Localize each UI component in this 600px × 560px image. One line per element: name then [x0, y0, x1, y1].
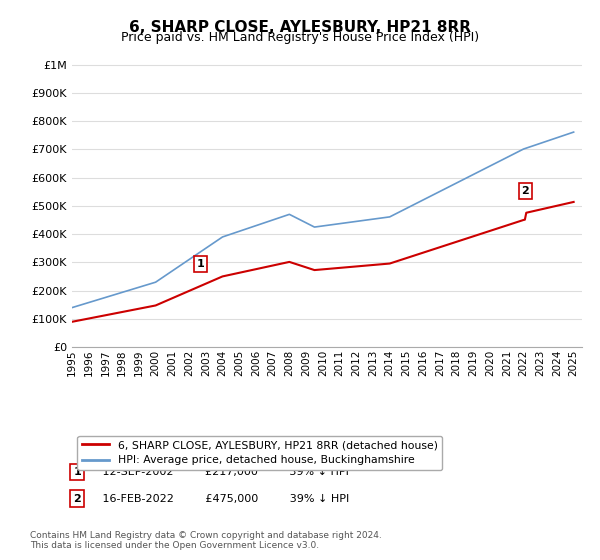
- Text: 6, SHARP CLOSE, AYLESBURY, HP21 8RR: 6, SHARP CLOSE, AYLESBURY, HP21 8RR: [129, 20, 471, 35]
- Text: 2: 2: [521, 186, 529, 196]
- Text: 16-FEB-2022         £475,000         39% ↓ HPI: 16-FEB-2022 £475,000 39% ↓ HPI: [92, 493, 350, 503]
- Text: 12-SEP-2002         £217,000         39% ↓ HPI: 12-SEP-2002 £217,000 39% ↓ HPI: [92, 467, 349, 477]
- Legend: 6, SHARP CLOSE, AYLESBURY, HP21 8RR (detached house), HPI: Average price, detach: 6, SHARP CLOSE, AYLESBURY, HP21 8RR (det…: [77, 436, 442, 470]
- Text: 1: 1: [197, 259, 205, 269]
- Text: Contains HM Land Registry data © Crown copyright and database right 2024.
This d: Contains HM Land Registry data © Crown c…: [30, 530, 382, 550]
- Text: 1: 1: [73, 467, 81, 477]
- Text: Price paid vs. HM Land Registry's House Price Index (HPI): Price paid vs. HM Land Registry's House …: [121, 31, 479, 44]
- Text: 2: 2: [73, 493, 81, 503]
